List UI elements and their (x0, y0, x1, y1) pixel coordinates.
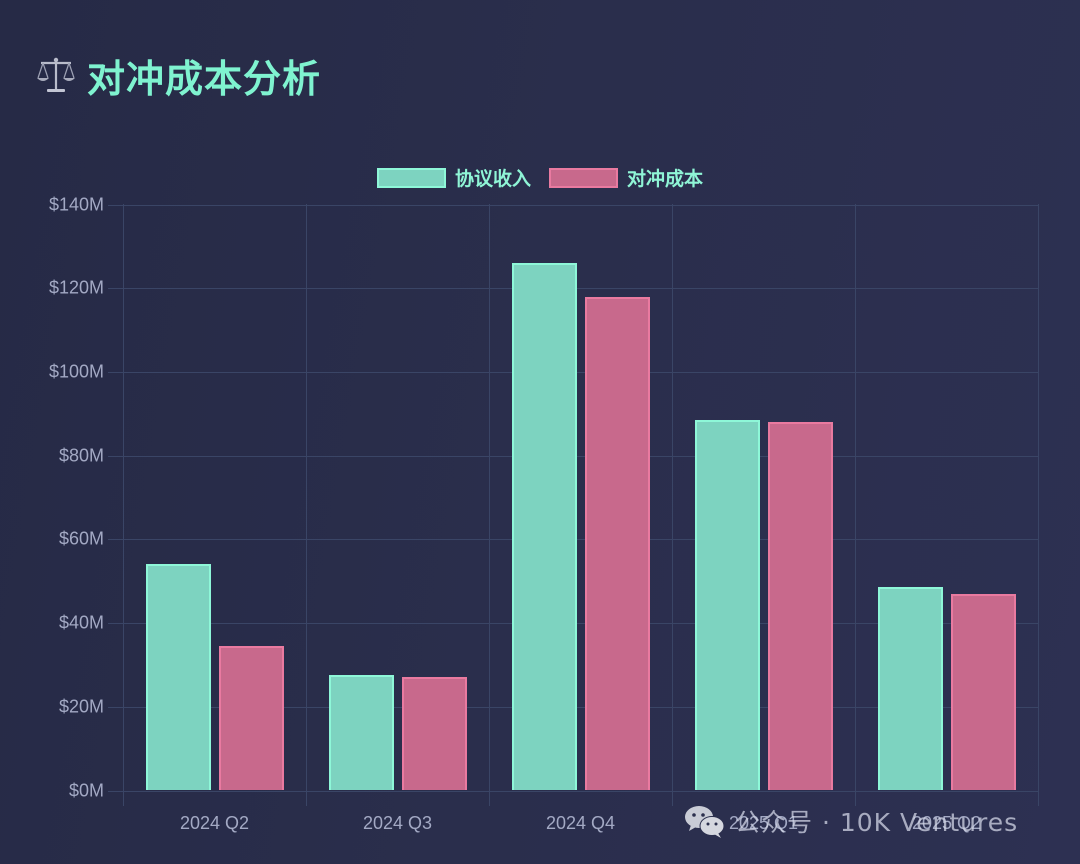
y-axis-tick-label: $80M (58, 445, 104, 466)
gridline-horizontal (108, 791, 1038, 792)
watermark: 公众号 · 10K Ventures (683, 803, 1018, 839)
gridline-vertical (123, 204, 124, 806)
legend-swatch-hedge-cost (549, 167, 618, 188)
bar-hedge-cost[interactable] (219, 646, 284, 791)
legend-label-hedge-cost: 对冲成本 (627, 168, 704, 190)
y-axis-tick-label: $0M (68, 780, 104, 800)
bar-revenue[interactable] (146, 564, 211, 791)
gridline-horizontal (108, 205, 1038, 206)
y-axis-tick-label: $40M (58, 612, 104, 633)
bar-revenue[interactable] (695, 420, 760, 791)
legend-label-revenue: 协议收入 (454, 168, 531, 190)
bar-hedge-cost[interactable] (768, 422, 833, 791)
bar-revenue[interactable] (878, 587, 943, 791)
bar-revenue[interactable] (512, 263, 577, 791)
gridline-vertical (489, 204, 490, 806)
gridline-vertical (855, 204, 856, 806)
gridline-vertical (1038, 204, 1039, 806)
x-axis-tick-label: 2024 Q4 (545, 813, 616, 833)
gridline-vertical (306, 204, 307, 806)
bar-hedge-cost[interactable] (402, 677, 467, 791)
wechat-icon (685, 806, 725, 838)
y-axis-tick-label: $60M (58, 528, 104, 549)
balance-scale-icon (37, 57, 75, 92)
chart-title-text: 对冲成本分析 (87, 56, 322, 101)
x-axis-tick-label: 2025 Q1 (728, 813, 799, 833)
gridline-vertical (672, 204, 673, 806)
legend-item-revenue[interactable]: 协议收入 (376, 164, 531, 191)
y-axis-tick-label: $100M (48, 361, 104, 382)
chart-title: 对冲成本分析 (35, 50, 322, 101)
y-axis-tick-label: $20M (58, 696, 104, 717)
chart-legend: 协议收入 对冲成本 (0, 164, 1080, 191)
bar-hedge-cost[interactable] (585, 296, 650, 791)
legend-item-hedge-cost[interactable]: 对冲成本 (549, 164, 703, 191)
legend-swatch-revenue (376, 167, 446, 188)
y-axis-tick-label: $120M (48, 277, 104, 298)
x-axis-tick-label: 2025 Q2 (911, 813, 982, 833)
y-axis-tick-label: $140M (48, 194, 104, 214)
bar-hedge-cost[interactable] (951, 593, 1016, 791)
x-axis-tick-label: 2024 Q3 (362, 813, 433, 833)
bar-revenue[interactable] (329, 675, 394, 791)
x-axis-tick-label: 2024 Q2 (179, 813, 250, 833)
watermark-text: 公众号 · 10K Ventures (735, 808, 1019, 837)
